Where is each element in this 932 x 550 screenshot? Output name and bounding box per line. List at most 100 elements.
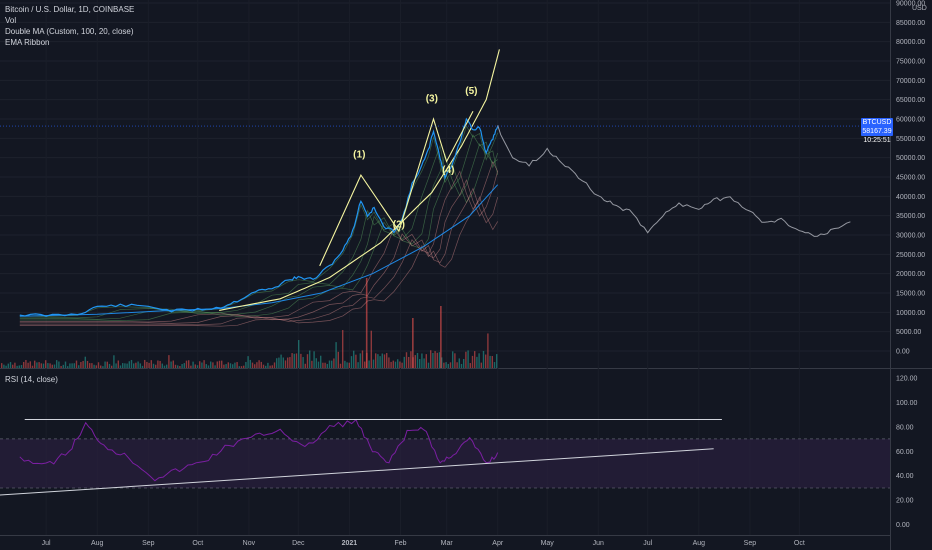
volume-bar bbox=[408, 356, 410, 368]
volume-bar bbox=[320, 355, 322, 368]
volume-bar bbox=[328, 360, 331, 368]
price-tick-label: 65000.00 bbox=[896, 97, 925, 104]
volume-bar bbox=[56, 360, 58, 368]
volume-bar bbox=[333, 358, 335, 368]
volume-bar bbox=[452, 351, 454, 368]
time-tick-label: Aug bbox=[693, 540, 706, 547]
time-tick-label: Jul bbox=[42, 540, 51, 547]
volume-bar bbox=[236, 362, 238, 368]
volume-bar bbox=[432, 352, 434, 368]
rsi-tick-label: 80.00 bbox=[896, 424, 914, 431]
volume-bar bbox=[425, 354, 427, 368]
price-tick-label: 10000.00 bbox=[896, 310, 925, 317]
rsi-axis[interactable]: 120.00 100.00 80.00 60.00 40.00 20.00 0.00 bbox=[896, 376, 918, 530]
volume-bar bbox=[122, 363, 124, 368]
volume-bar bbox=[309, 350, 311, 368]
volume-bar bbox=[89, 363, 91, 368]
volume-bar bbox=[181, 364, 183, 368]
volume-bar bbox=[467, 350, 469, 368]
volume-bar bbox=[47, 363, 49, 368]
volume-bar bbox=[168, 355, 170, 368]
ema-ribbon-line bbox=[19, 187, 499, 326]
volume-bar bbox=[469, 363, 471, 368]
volume-bar bbox=[148, 362, 150, 368]
volume-bar bbox=[256, 362, 258, 368]
time-tick-label: Feb bbox=[394, 540, 406, 547]
rsi-series bbox=[0, 418, 722, 496]
volume-bar bbox=[97, 362, 100, 368]
volume-bar bbox=[254, 364, 256, 368]
volume-bar bbox=[161, 363, 163, 368]
volume-bar bbox=[234, 362, 236, 368]
volume-bar bbox=[365, 278, 368, 368]
volume-bar bbox=[317, 361, 320, 368]
volume-bar bbox=[419, 359, 421, 368]
volume-bar bbox=[251, 362, 254, 368]
volume-bar bbox=[144, 359, 146, 368]
price-tick-label: 45000.00 bbox=[896, 175, 925, 182]
volume-bar bbox=[137, 361, 139, 368]
double-ma-indicator-label[interactable]: Double MA (Custom, 100, 20, close) bbox=[5, 27, 134, 36]
volume-bar bbox=[207, 365, 210, 368]
volume-bar bbox=[427, 362, 430, 368]
volume-bar bbox=[399, 361, 401, 368]
volume-bar bbox=[273, 362, 276, 368]
rsi-indicator-label[interactable]: RSI (14, close) bbox=[5, 375, 58, 384]
rsi-tick-label: 120.00 bbox=[896, 376, 918, 383]
price-tick-label: 55000.00 bbox=[896, 136, 925, 143]
volume-bar bbox=[45, 360, 47, 368]
volume-bar bbox=[421, 353, 423, 368]
ema-ribbon-line bbox=[19, 161, 499, 323]
volume-bar bbox=[397, 359, 399, 368]
rsi-legend: RSI (14, close) bbox=[5, 374, 58, 385]
volume-bar bbox=[60, 366, 62, 368]
price-series bbox=[0, 49, 890, 317]
volume-bar bbox=[108, 363, 111, 368]
volume-bar bbox=[350, 356, 353, 368]
wave-label: (3) bbox=[426, 94, 438, 105]
symbol-title[interactable]: Bitcoin / U.S. Dollar, 1D, COINBASE bbox=[5, 5, 135, 14]
volume-bar bbox=[188, 360, 190, 368]
volume-bar bbox=[205, 364, 207, 368]
volume-bar bbox=[128, 361, 130, 368]
volume-bar bbox=[436, 352, 438, 368]
currency-label: USD bbox=[912, 5, 927, 12]
volume-bar bbox=[14, 362, 16, 368]
volume-bar bbox=[361, 350, 364, 368]
volume-bar bbox=[289, 357, 291, 368]
volume-bar bbox=[172, 360, 174, 368]
volume-bar bbox=[412, 318, 414, 368]
volume-bar bbox=[493, 362, 496, 368]
volume-bar bbox=[12, 364, 14, 368]
volume-bar bbox=[106, 361, 108, 368]
price-tick-label: 90000.00 bbox=[896, 1, 925, 8]
volume-bar bbox=[339, 363, 342, 368]
ema-ribbon-line bbox=[19, 125, 499, 317]
rsi-tick-label: 0.00 bbox=[896, 522, 910, 529]
ema-ribbon-line bbox=[19, 196, 498, 327]
price-axis[interactable]: 90000.00 85000.00 80000.00 75000.00 70000.00… bbox=[896, 1, 927, 356]
time-tick-label: Mar bbox=[441, 540, 454, 547]
ema-ribbon-indicator-label[interactable]: EMA Ribbon bbox=[5, 38, 50, 47]
volume-bar bbox=[260, 361, 262, 368]
volume-bar bbox=[377, 354, 379, 368]
volume-bar bbox=[388, 357, 390, 368]
time-tick-label: Nov bbox=[243, 540, 256, 547]
volume-bar bbox=[302, 357, 304, 368]
volume-bar bbox=[166, 364, 168, 368]
volume-bar bbox=[210, 361, 212, 368]
time-tick-label: Apr bbox=[492, 540, 504, 547]
time-axis[interactable]: Jul Aug Sep Oct Nov Dec 2021 Feb Mar Apr May Jun Jul… bbox=[42, 540, 805, 547]
volume-bar bbox=[416, 352, 419, 368]
volume-bar bbox=[69, 363, 71, 368]
volume-bar bbox=[223, 364, 225, 368]
rsi-trendline bbox=[0, 448, 714, 496]
vol-indicator-label[interactable]: Vol bbox=[5, 16, 17, 25]
volume-bar bbox=[381, 353, 383, 368]
volume-bar bbox=[130, 359, 133, 368]
volume-bar bbox=[124, 363, 126, 368]
volume-bar bbox=[20, 365, 23, 368]
volume-bar bbox=[311, 360, 313, 368]
volume-bar bbox=[357, 362, 359, 368]
